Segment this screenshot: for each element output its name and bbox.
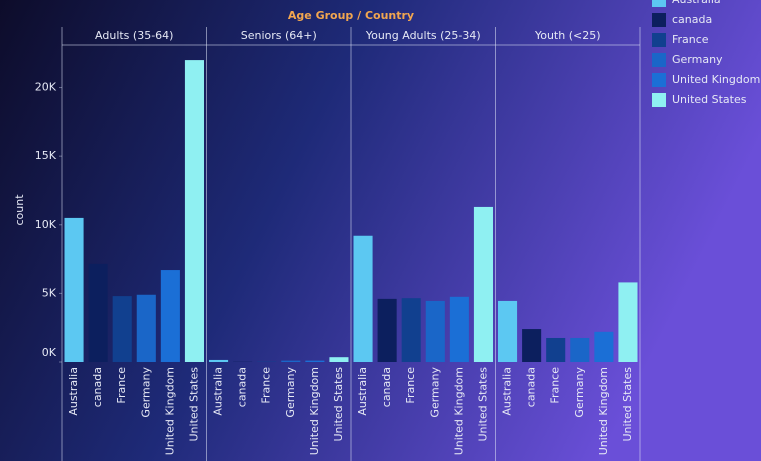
x-tick-label: France	[260, 367, 273, 404]
chart-title: Age Group / Country	[288, 9, 414, 22]
x-tick-label: Germany	[284, 367, 297, 418]
x-tick-label: United Kingdom	[597, 367, 610, 455]
y-tick-label: 10K	[35, 218, 57, 231]
x-tick-label: France	[549, 367, 562, 404]
x-tick-label: France	[404, 367, 417, 404]
x-tick-label: United Kingdom	[163, 367, 176, 455]
x-tick-label: canada	[380, 367, 393, 407]
x-tick-label: Australia	[356, 367, 369, 416]
x-tick-label: France	[115, 367, 128, 404]
x-tick-label: United States	[187, 367, 200, 442]
legend-swatch	[652, 93, 666, 107]
bar	[522, 329, 542, 362]
bar	[329, 357, 349, 362]
x-tick-label: Germany	[573, 367, 586, 418]
x-tick-label: canada	[236, 367, 249, 407]
legend-label: Australia	[672, 0, 721, 6]
bar	[209, 359, 229, 362]
bar	[136, 294, 156, 362]
x-tick-label: Australia	[501, 367, 514, 416]
x-tick-label: Germany	[428, 367, 441, 418]
bar	[281, 360, 301, 362]
facet-label: Adults (35-64)	[95, 29, 173, 42]
x-tick-label: canada	[525, 367, 538, 407]
bar	[184, 60, 204, 362]
y-tick-label: 15K	[35, 149, 57, 162]
legend-label: United States	[672, 93, 747, 106]
legend-label: France	[672, 33, 709, 46]
x-tick-label: United Kingdom	[452, 367, 465, 455]
facet-label: Seniors (64+)	[241, 29, 317, 42]
facet-label: Young Adults (25-34)	[365, 29, 481, 42]
legend-swatch	[652, 73, 666, 87]
legend-label: canada	[672, 13, 712, 26]
bar	[112, 296, 132, 362]
x-tick-label: Germany	[139, 367, 152, 418]
legend-swatch	[652, 13, 666, 27]
bar	[618, 282, 638, 362]
y-tick-label: 20K	[35, 81, 57, 94]
bar	[498, 300, 518, 362]
bar	[377, 298, 397, 362]
facet-label: Youth (<25)	[534, 29, 601, 42]
bar	[305, 360, 325, 362]
bar	[64, 217, 84, 362]
legend-swatch	[652, 53, 666, 67]
x-tick-label: United Kingdom	[308, 367, 321, 455]
x-tick-label: Australia	[212, 367, 225, 416]
x-tick-label: Australia	[67, 367, 80, 416]
x-tick-label: canada	[91, 367, 104, 407]
y-tick-label: 0K	[42, 346, 57, 359]
bar	[401, 298, 421, 362]
bar	[88, 263, 108, 362]
legend-label: United Kingdom	[672, 73, 760, 86]
x-tick-label: United States	[332, 367, 345, 442]
legend-swatch	[652, 0, 666, 7]
legend-label: Germany	[672, 53, 723, 66]
bar	[570, 337, 590, 362]
bar	[449, 296, 469, 362]
bar	[160, 270, 180, 362]
y-tick-label: 5K	[42, 286, 57, 299]
x-tick-label: United States	[476, 367, 489, 442]
legend-swatch	[652, 33, 666, 47]
bar	[546, 337, 566, 362]
bar	[353, 235, 373, 362]
bar	[473, 206, 493, 362]
bar	[425, 300, 445, 362]
x-tick-label: United States	[621, 367, 634, 442]
y-axis-label: count	[13, 194, 26, 226]
bar	[594, 331, 614, 362]
